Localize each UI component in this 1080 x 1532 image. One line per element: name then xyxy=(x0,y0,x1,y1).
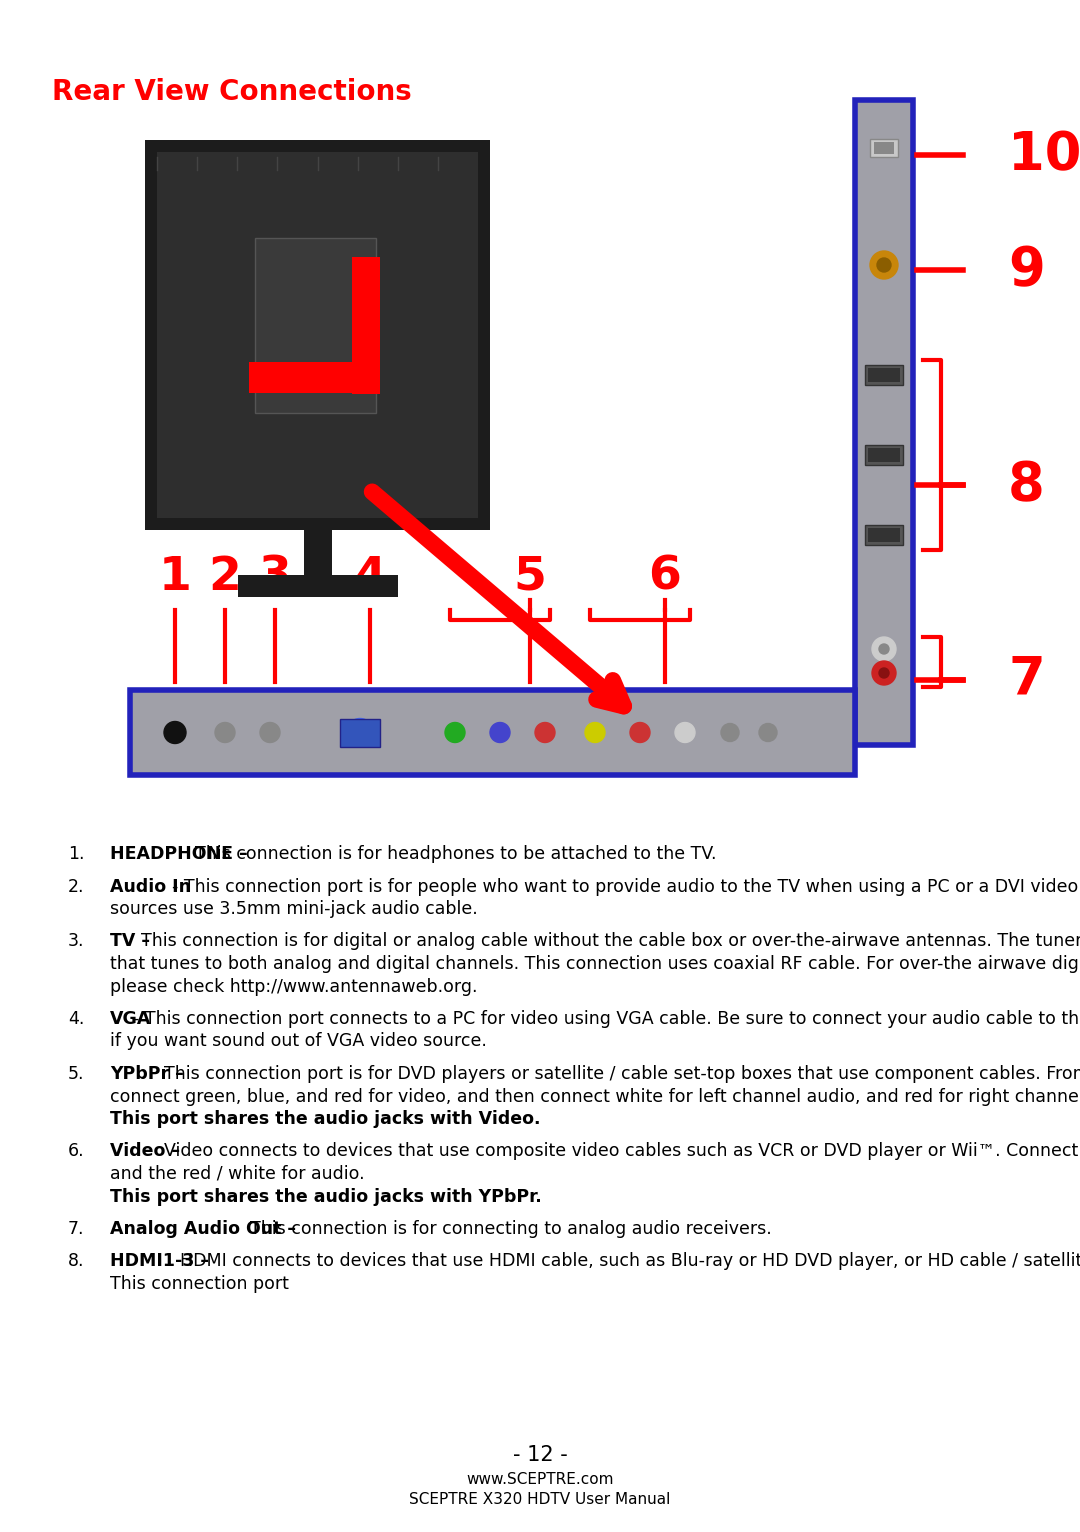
Bar xyxy=(855,100,913,745)
Bar xyxy=(874,142,894,155)
Bar xyxy=(865,365,903,385)
Bar xyxy=(868,368,900,381)
Text: 6.: 6. xyxy=(68,1143,84,1161)
Circle shape xyxy=(879,643,889,654)
Text: HDMI connects to devices that use HDMI cable, such as Blu-ray or HD DVD player, : HDMI connects to devices that use HDMI c… xyxy=(179,1253,1080,1270)
Circle shape xyxy=(535,723,555,743)
Text: 4.: 4. xyxy=(68,1010,84,1028)
Text: 3: 3 xyxy=(258,555,292,601)
Circle shape xyxy=(630,723,650,743)
Text: 8.: 8. xyxy=(68,1253,84,1270)
Text: HEADPHONE –: HEADPHONE – xyxy=(110,846,247,863)
Text: This connection port is for DVD players or satellite / cable set-top boxes that : This connection port is for DVD players … xyxy=(164,1065,1080,1083)
Text: Audio In: Audio In xyxy=(110,878,191,896)
Text: sources use 3.5mm mini-jack audio cable.: sources use 3.5mm mini-jack audio cable. xyxy=(110,899,477,918)
Text: VGA: VGA xyxy=(110,1010,151,1028)
Circle shape xyxy=(164,722,186,743)
Bar xyxy=(340,719,380,746)
Text: SCEPTRE X320 HDTV User Manual: SCEPTRE X320 HDTV User Manual xyxy=(409,1492,671,1507)
Text: www.SCEPTRE.com: www.SCEPTRE.com xyxy=(467,1472,613,1488)
Text: HDMI1-3 –: HDMI1-3 – xyxy=(110,1253,210,1270)
Text: and the red / white for audio.: and the red / white for audio. xyxy=(110,1164,365,1183)
Circle shape xyxy=(445,723,465,743)
Circle shape xyxy=(759,723,777,741)
Circle shape xyxy=(490,723,510,743)
Text: 5: 5 xyxy=(514,555,546,601)
Text: Video connects to devices that use composite video cables such as VCR or DVD pla: Video connects to devices that use compo… xyxy=(164,1143,1080,1161)
Text: that tunes to both analog and digital channels. This connection uses coaxial RF : that tunes to both analog and digital ch… xyxy=(110,954,1080,973)
Text: 6: 6 xyxy=(649,555,681,601)
Bar xyxy=(868,529,900,542)
Text: This connection is for connecting to analog audio receivers.: This connection is for connecting to ana… xyxy=(249,1219,771,1238)
Text: This connection is for headphones to be attached to the TV.: This connection is for headphones to be … xyxy=(195,846,717,863)
Bar xyxy=(865,525,903,545)
Circle shape xyxy=(879,668,889,679)
Bar xyxy=(145,139,490,530)
Bar xyxy=(255,237,376,414)
Text: YPbPr –: YPbPr – xyxy=(110,1065,184,1083)
Text: 2: 2 xyxy=(208,555,242,601)
Text: Video –: Video – xyxy=(110,1143,180,1161)
Text: TV –: TV – xyxy=(110,933,150,950)
Circle shape xyxy=(872,637,896,660)
Circle shape xyxy=(872,660,896,685)
Circle shape xyxy=(870,251,897,279)
Bar xyxy=(157,152,478,518)
Text: This port shares the audio jacks with YPbPr.: This port shares the audio jacks with YP… xyxy=(110,1187,542,1206)
Circle shape xyxy=(215,723,235,743)
Text: 3.: 3. xyxy=(68,933,84,950)
Text: 1: 1 xyxy=(159,555,191,601)
Text: 2.: 2. xyxy=(68,878,84,896)
Text: 4: 4 xyxy=(353,555,387,601)
Bar xyxy=(248,362,379,394)
Text: 10: 10 xyxy=(1008,129,1080,181)
Text: This port shares the audio jacks with Video.: This port shares the audio jacks with Vi… xyxy=(110,1111,540,1128)
Text: 7.: 7. xyxy=(68,1219,84,1238)
Text: 7: 7 xyxy=(1008,654,1044,706)
Circle shape xyxy=(346,719,374,746)
Text: 5.: 5. xyxy=(68,1065,84,1083)
Bar xyxy=(865,444,903,466)
Text: This connection port: This connection port xyxy=(110,1275,288,1293)
Text: connect green, blue, and red for video, and then connect white for left channel : connect green, blue, and red for video, … xyxy=(110,1088,1080,1106)
Bar xyxy=(238,574,397,597)
Circle shape xyxy=(585,723,605,743)
Bar xyxy=(868,447,900,463)
Text: - This connection port is for people who want to provide audio to the TV when us: - This connection port is for people who… xyxy=(172,878,1080,896)
Text: 9: 9 xyxy=(1008,244,1044,296)
Circle shape xyxy=(877,257,891,273)
Text: Analog Audio Out –: Analog Audio Out – xyxy=(110,1219,296,1238)
Circle shape xyxy=(260,723,280,743)
Bar xyxy=(352,257,379,394)
Text: Rear View Connections: Rear View Connections xyxy=(52,78,411,106)
Text: - 12 -: - 12 - xyxy=(513,1445,567,1465)
Bar xyxy=(130,689,855,775)
Text: - This connection port connects to a PC for video using VGA cable. Be sure to co: - This connection port connects to a PC … xyxy=(133,1010,1080,1028)
Circle shape xyxy=(721,723,739,741)
Text: This connection is for digital or analog cable without the cable box or over-the: This connection is for digital or analog… xyxy=(141,933,1080,950)
Text: 1.: 1. xyxy=(68,846,84,863)
Text: please check http://www.antennaweb.org.: please check http://www.antennaweb.org. xyxy=(110,977,477,996)
Text: 8: 8 xyxy=(1008,460,1044,512)
Bar xyxy=(303,530,332,574)
Bar xyxy=(870,139,897,156)
Circle shape xyxy=(675,723,696,743)
FancyArrowPatch shape xyxy=(373,492,623,706)
Text: if you want sound out of VGA video source.: if you want sound out of VGA video sourc… xyxy=(110,1033,487,1051)
